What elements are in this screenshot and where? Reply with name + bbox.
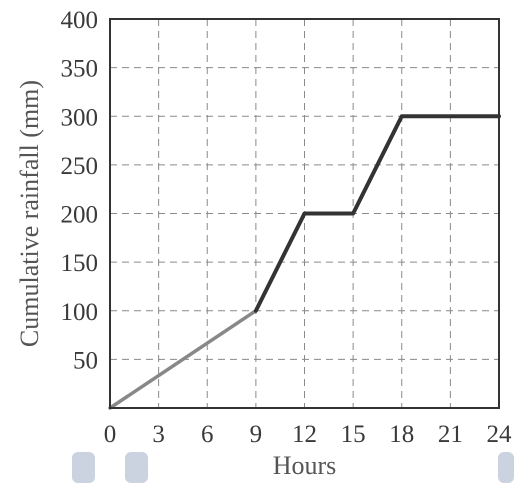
x-tick-label: 0 (104, 421, 117, 448)
series-rainfall (108, 114, 501, 410)
x-axis-ticks: 0 3 6 9 12 15 18 21 24 (104, 421, 512, 448)
bottom-decor (72, 452, 514, 483)
y-tick-label: 50 (73, 347, 98, 374)
plot-frame (109, 18, 500, 409)
y-tick-label: 200 (61, 202, 99, 229)
x-tick-label: 9 (250, 421, 263, 448)
x-axis-label: Hours (273, 451, 337, 480)
y-tick-label: 350 (61, 56, 99, 83)
y-tick-label: 150 (61, 250, 99, 277)
y-tick-label: 100 (61, 299, 99, 326)
decor-mark (125, 452, 148, 483)
x-tick-label: 6 (201, 421, 214, 448)
y-tick-label: 300 (61, 104, 99, 131)
x-tick-label: 15 (341, 421, 366, 448)
y-axis-label: Cumulative rainfall (mm) (15, 80, 44, 347)
series-line-main (253, 114, 501, 313)
x-tick-label: 12 (292, 421, 317, 448)
y-axis-ticks: 50 100 150 200 250 300 350 400 (61, 7, 99, 374)
decor-mark (498, 452, 514, 483)
y-tick-label: 400 (61, 7, 99, 34)
x-tick-label: 24 (487, 421, 513, 448)
decor-mark (72, 452, 95, 483)
x-tick-label: 18 (389, 421, 414, 448)
x-tick-label: 21 (438, 421, 463, 448)
y-tick-label: 250 (61, 153, 99, 180)
x-tick-label: 3 (152, 421, 165, 448)
series-line-early (108, 309, 258, 410)
